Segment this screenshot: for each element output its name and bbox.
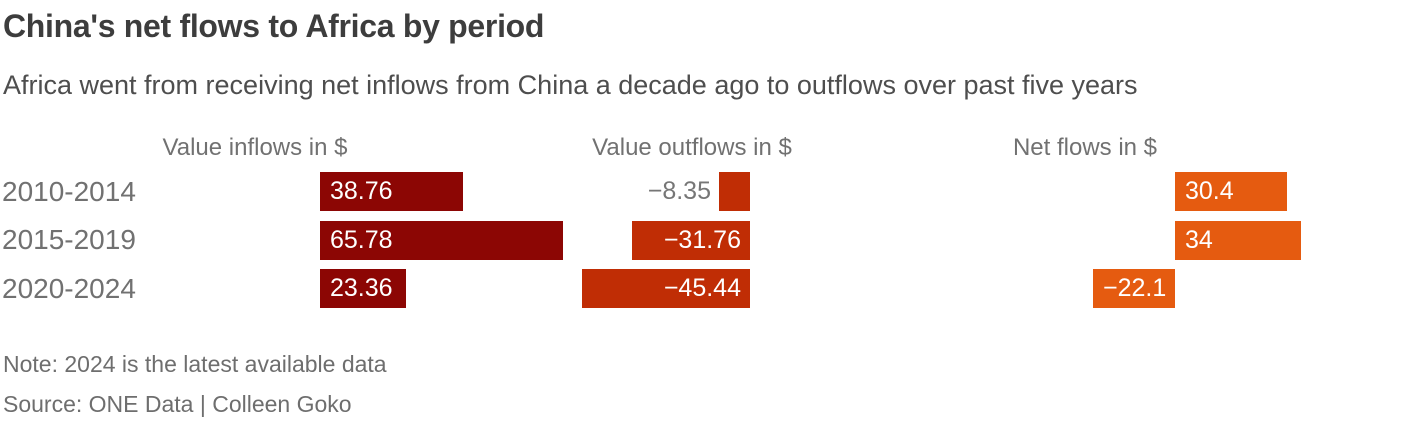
row-label-2020-2024: 2020-2024 [2, 272, 136, 304]
chart-subtitle: Africa went from receiving net inflows f… [3, 70, 1138, 100]
bar-value-label-outside: −8.35 [647, 177, 711, 205]
column-header-inflows: Value inflows in $ [162, 134, 348, 161]
row-label-2015-2019: 2015-2019 [2, 224, 136, 255]
bar-value-label: 30.4 [1185, 177, 1234, 205]
bar-value-outflows-in-2020-2024: −45.44 [582, 269, 750, 308]
bar-value-label: 65.78 [330, 225, 393, 254]
bar-net-flows-in-2010-2014: 30.4 [1175, 172, 1287, 211]
bar-value-label: −31.76 [663, 225, 741, 254]
chart-title: China's net flows to Africa by period [3, 8, 545, 44]
bar-net-flows-in-2020-2024: −22.1 [1093, 269, 1175, 308]
footnote: Note: 2024 is the latest available data [3, 351, 387, 377]
bar-value-inflows-in-2010-2014: 38.76 [320, 172, 463, 211]
bar-value-label: −22.1 [1103, 274, 1167, 302]
column-header-outflows: Value outflows in $ [592, 134, 792, 161]
bar-value-inflows-in-2015-2019: 65.78 [320, 220, 563, 260]
column-header-net-flows: Net flows in $ [1012, 134, 1158, 161]
bar-value-label: 23.36 [330, 274, 393, 302]
bar-value-outflows-in-2010-2014 [719, 172, 750, 211]
row-label-2010-2014: 2010-2014 [2, 175, 136, 207]
bar-value-outflows-in-2015-2019: −31.76 [632, 220, 750, 260]
bar-value-inflows-in-2020-2024: 23.36 [320, 269, 406, 308]
source-line: Source: ONE Data | Colleen Goko [3, 391, 352, 417]
bar-value-label: −45.44 [663, 274, 741, 302]
bar-value-label: 38.76 [330, 177, 393, 205]
bar-value-label: 34 [1185, 225, 1213, 254]
bar-net-flows-in-2015-2019: 34 [1175, 220, 1301, 260]
